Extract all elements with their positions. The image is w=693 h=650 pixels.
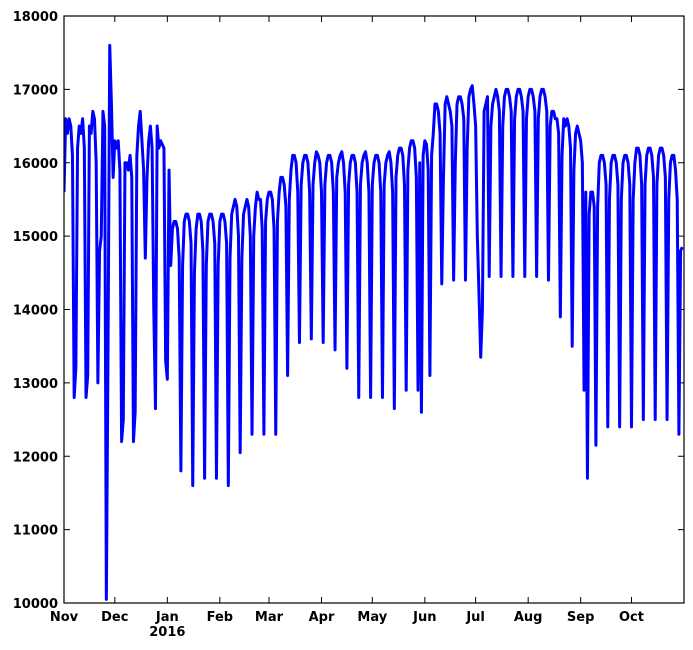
x-tick-label: Nov: [50, 610, 79, 625]
y-tick-label: 12000: [13, 450, 58, 465]
data-line: [64, 43, 684, 601]
x-tick-label: Dec: [101, 610, 128, 625]
x-tick-label: May: [357, 610, 387, 625]
x-tick-label: Mar: [255, 610, 284, 625]
y-tick-label: 11000: [13, 524, 58, 539]
x-tick-label: Oct: [619, 610, 644, 625]
x-tick-label: Aug: [514, 610, 543, 625]
x-tick-label: Jul: [465, 610, 485, 625]
x-tick-label: Jan 2016: [149, 610, 185, 640]
x-tick-label: Feb: [207, 610, 233, 625]
y-tick-label: 14000: [13, 304, 58, 319]
y-tick-label: 18000: [13, 10, 58, 25]
plot-frame: [63, 15, 685, 604]
x-tick-label: Sep: [567, 610, 595, 625]
x-tick-label: Apr: [309, 610, 335, 625]
y-tick-label: 10000: [13, 597, 58, 612]
y-tick-label: 13000: [13, 377, 58, 392]
y-tick-label: 15000: [13, 230, 58, 245]
y-tick-label: 17000: [13, 83, 58, 98]
x-tick-label: Jun: [412, 610, 436, 625]
y-tick-label: 16000: [13, 157, 58, 172]
